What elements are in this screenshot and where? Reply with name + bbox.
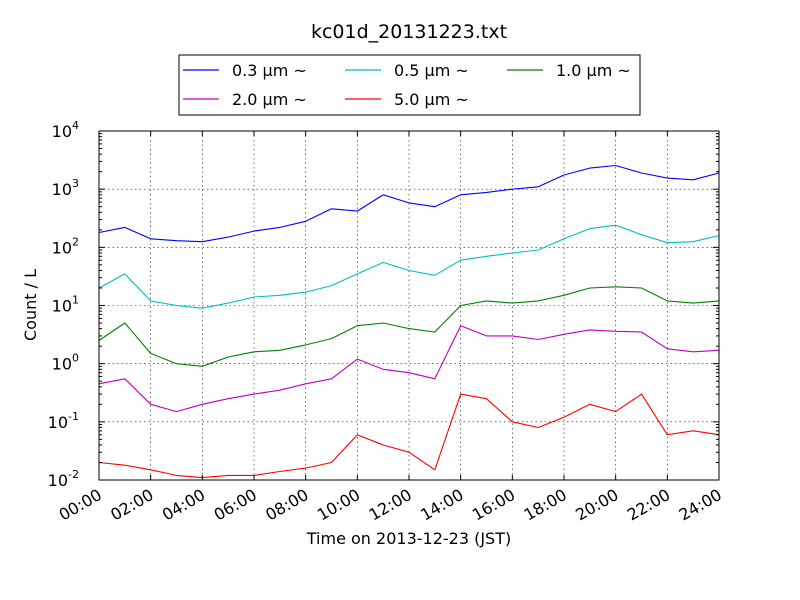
y-tick-labels: 10-2 10-1 100 101 102 103 104 (48, 119, 79, 490)
y-tick-label: 103 (52, 177, 79, 199)
chart-title: kc01d_20131223.txt (311, 21, 507, 43)
legend-label: 0.5 µm ~ (394, 61, 469, 80)
legend-label: 5.0 µm ~ (394, 90, 469, 109)
ticks (98, 130, 720, 481)
y-tick-label: 100 (52, 352, 79, 374)
legend-label: 2.0 µm ~ (232, 90, 307, 109)
y-tick-label: 102 (52, 235, 79, 257)
y-tick-label: 10-1 (48, 410, 79, 432)
series-line (98, 325, 720, 413)
series-line (98, 224, 720, 309)
legend-box (178, 54, 641, 116)
y-axis-label: Count / L (21, 269, 40, 341)
y-tick-label: 101 (52, 294, 79, 316)
legend-label: 0.3 µm ~ (232, 61, 307, 80)
y-tick-label: 10-2 (48, 468, 79, 490)
legend: 0.3 µm ~ 0.5 µm ~ 1.0 µm ~ 2.0 µm ~ 5.0 µm ~ (178, 54, 641, 116)
plot-area (98, 130, 720, 481)
series-line (98, 286, 720, 367)
legend-label: 1.0 µm ~ (556, 61, 631, 80)
series-line (98, 164, 720, 243)
y-tick-label: 104 (52, 119, 79, 141)
x-axis-label: Time on 2013-12-23 (JST) (306, 529, 511, 548)
